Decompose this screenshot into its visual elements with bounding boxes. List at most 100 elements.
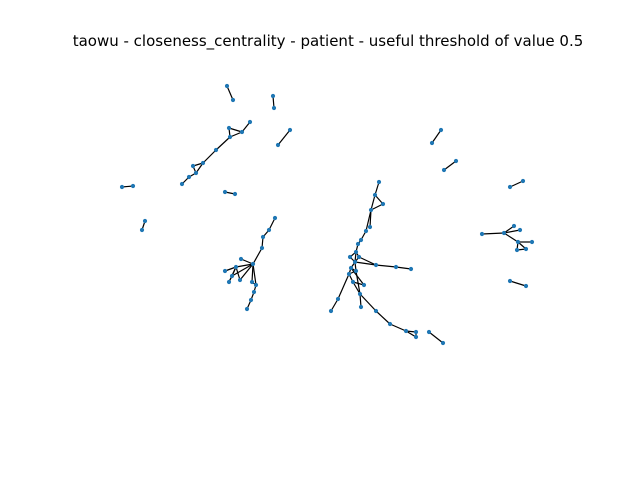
graph-node (438, 127, 444, 133)
graph-edge (481, 232, 505, 235)
graph-node (517, 227, 523, 233)
graph-node (226, 279, 232, 285)
graph-edge (374, 181, 380, 196)
graph-node (142, 218, 148, 224)
graph-node (523, 246, 529, 252)
graph-node (348, 265, 354, 271)
graph-edge-pair (431, 129, 442, 144)
graph-node (353, 249, 359, 255)
graph-node (372, 192, 378, 198)
graph-node (259, 245, 265, 251)
graph-node (271, 105, 277, 111)
graph-edge (235, 266, 241, 281)
graph-node (501, 230, 507, 236)
graph-node (429, 140, 435, 146)
graph-node (275, 142, 281, 148)
graph-node (511, 223, 517, 229)
graph-node (200, 160, 206, 166)
graph-node (376, 179, 382, 185)
graph-edge (240, 258, 254, 265)
graph-edge (359, 293, 362, 308)
graph-edge (352, 281, 361, 295)
graph-node (244, 306, 250, 312)
graph-edge (231, 263, 254, 277)
graph-edge-pair (226, 85, 234, 101)
graph-edge (375, 310, 391, 325)
graph-node (249, 279, 255, 285)
graph-node (227, 134, 233, 140)
graph-node (248, 297, 254, 303)
graph-node (515, 239, 521, 245)
graph-node (213, 147, 219, 153)
graph-node (272, 215, 278, 221)
graph-edge (359, 293, 377, 312)
graph-edge-pair (428, 331, 444, 344)
graph-node (413, 334, 419, 340)
graph-node (239, 129, 245, 135)
graph-node (350, 279, 356, 285)
graph-edge (370, 194, 376, 211)
graph-node (226, 125, 232, 131)
graph-edge (330, 298, 339, 312)
graph-node (363, 228, 369, 234)
graph-node (250, 261, 256, 267)
graph-node (523, 283, 529, 289)
graph-edge (389, 323, 407, 332)
graph-edge (228, 127, 243, 133)
graph-node (387, 321, 393, 327)
graph-edge (354, 261, 377, 266)
graph-node (193, 170, 199, 176)
graph-node (479, 231, 485, 237)
graph-node (222, 268, 228, 274)
graph-node (373, 262, 379, 268)
graph-node (233, 264, 239, 270)
graph-edges (121, 85, 532, 344)
graph-edge (241, 121, 251, 133)
graph-node (229, 273, 235, 279)
graph-edge (268, 217, 276, 231)
graph-node (507, 184, 513, 190)
graph-node (238, 256, 244, 262)
graph-edge (395, 266, 412, 270)
graph-node (237, 277, 243, 283)
graph-node (357, 291, 363, 297)
graph-node (408, 266, 414, 272)
graph-node (266, 227, 272, 233)
graph-node (373, 308, 379, 314)
graph-edge-pair (509, 280, 527, 287)
graph-node (367, 224, 373, 230)
graph-edge (239, 263, 254, 281)
graph-node (247, 119, 253, 125)
graph-node (179, 181, 185, 187)
graph-node (358, 237, 364, 243)
graph-edge (337, 273, 350, 300)
graph-node (224, 83, 230, 89)
graph-edge (229, 131, 243, 138)
graph-node (507, 278, 513, 284)
graph-edge (235, 263, 254, 268)
graph-node (190, 163, 196, 169)
graph-edge (503, 229, 521, 234)
graph-node (260, 234, 266, 240)
graph-node (352, 259, 358, 265)
graph-node (353, 268, 359, 274)
graph-edge (252, 263, 257, 286)
graph-nodes (119, 83, 535, 346)
graph-node (251, 289, 257, 295)
graph-edge-pair (443, 160, 457, 171)
graph-node (413, 329, 419, 335)
graph-edge (503, 232, 519, 243)
graph-node (358, 304, 364, 310)
graph-edge-pair (509, 180, 524, 188)
graph-node (368, 207, 374, 213)
graph-node (232, 191, 238, 197)
graph-node (130, 183, 136, 189)
graph-node (222, 189, 228, 195)
graph-node (139, 227, 145, 233)
graph-node (453, 158, 459, 164)
graph-edge-pair (277, 129, 291, 146)
graph-node (514, 247, 520, 253)
graph-node (287, 127, 293, 133)
graph-node (355, 241, 361, 247)
graph-edge (350, 267, 365, 286)
